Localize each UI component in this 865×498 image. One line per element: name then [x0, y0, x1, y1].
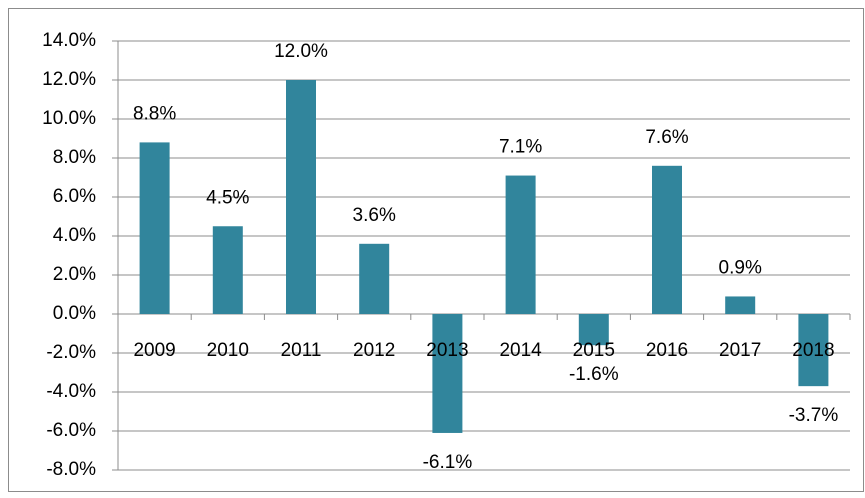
x-tick-label: 2018: [792, 340, 834, 361]
value-label: -3.7%: [789, 405, 839, 426]
value-label: 12.0%: [274, 41, 328, 62]
x-tick-label: 2011: [281, 340, 322, 361]
value-label: 3.6%: [353, 205, 396, 226]
x-tick-label: 2016: [646, 340, 688, 361]
y-tick-label: 4.0%: [53, 225, 96, 246]
bar: [578, 314, 609, 346]
x-tick-label: 2010: [207, 340, 249, 361]
value-label: 8.8%: [133, 103, 176, 124]
x-tick-label: 2013: [426, 340, 468, 361]
y-tick-label: -6.0%: [46, 420, 96, 441]
x-tick-label: 2015: [573, 340, 615, 361]
value-label: -1.6%: [569, 364, 619, 385]
bar: [505, 175, 536, 314]
value-label: 4.5%: [206, 187, 249, 208]
bar: [432, 314, 463, 433]
bar: [212, 226, 243, 314]
x-tick-label: 2017: [719, 340, 761, 361]
value-label: 7.6%: [645, 127, 688, 148]
y-tick-label: 8.0%: [53, 147, 96, 168]
x-tick-label: 2009: [133, 340, 175, 361]
bar: [652, 165, 682, 314]
y-tick-label: 2.0%: [53, 264, 96, 285]
y-tick-label: 12.0%: [42, 69, 96, 90]
x-tick-label: 2014: [499, 340, 542, 361]
value-label: 0.9%: [719, 257, 762, 278]
y-tick-label: 14.0%: [42, 30, 96, 51]
x-tick-label: 2012: [353, 340, 395, 361]
value-label: -6.1%: [423, 452, 473, 473]
value-label: 7.1%: [499, 137, 542, 158]
bar: [725, 296, 756, 314]
y-tick-label: 6.0%: [53, 186, 96, 207]
bar: [286, 80, 316, 314]
y-tick-label: -8.0%: [46, 459, 96, 480]
bar: [359, 243, 390, 314]
y-tick-label: -2.0%: [46, 342, 96, 363]
y-tick-label: 0.0%: [53, 303, 96, 324]
bar: [798, 314, 829, 387]
bar: [139, 142, 170, 314]
y-tick-label: -4.0%: [46, 381, 96, 402]
y-tick-label: 10.0%: [42, 108, 96, 129]
